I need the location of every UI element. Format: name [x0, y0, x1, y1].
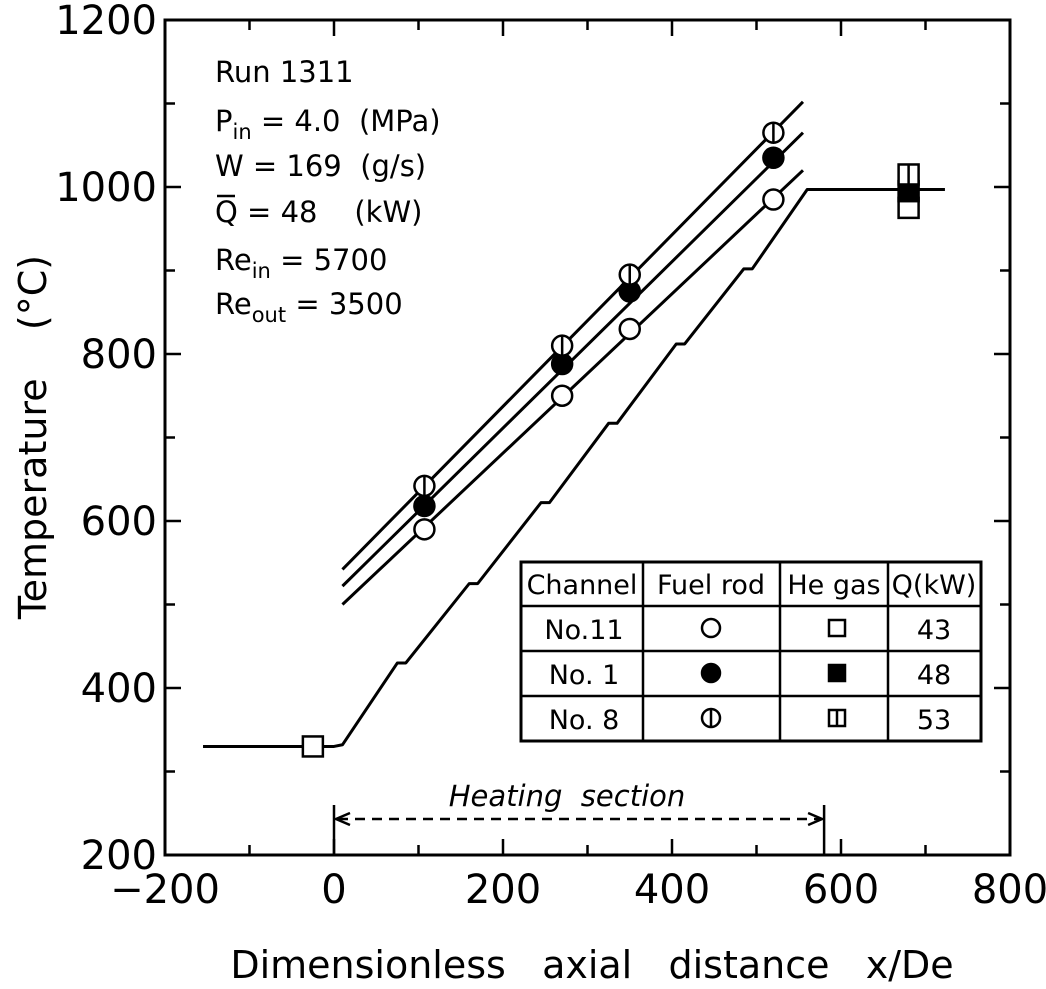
- marker-shape: [827, 663, 847, 683]
- marker-shape: [700, 617, 722, 639]
- legend-table: Channel Fuel rod He gas Q(kW) No.11 No. …: [519, 560, 983, 743]
- legend-header-channel: Channel: [527, 570, 638, 601]
- data-point: [762, 146, 785, 170]
- y-tick-label: 800: [81, 332, 157, 378]
- legend-markers: [700, 617, 847, 729]
- legend-gas-marker: [827, 618, 847, 638]
- legend-fuel-marker: [700, 617, 722, 639]
- marker-shape: [413, 518, 436, 541]
- reout-rest: = 3500: [286, 287, 403, 321]
- x-tick-label: 400: [634, 867, 710, 913]
- y-tick-label: 600: [81, 499, 157, 545]
- x-axis-title: Dimensionless axial distance x/De: [230, 943, 953, 987]
- axis-ticks: [163, 18, 1012, 857]
- pin-label: Pin = 4.0 (MPa): [215, 104, 441, 144]
- reout-main: Re: [215, 287, 252, 321]
- rein-sub: in: [252, 259, 271, 283]
- data-point: [301, 735, 325, 758]
- legend-row-q: 53: [917, 705, 951, 736]
- marker-shape: [301, 735, 325, 758]
- chart-markers: [301, 121, 920, 758]
- data-point: [413, 518, 436, 541]
- legend-gas-marker: [827, 708, 847, 728]
- marker-shape: [762, 146, 785, 170]
- x-tick-label: 200: [465, 867, 541, 913]
- marker-shape: [762, 188, 785, 211]
- data-point: [762, 121, 785, 144]
- axis-tick-labels: −200 0 200 400 600 800 200 400 600 800 1000 1200: [55, 0, 1046, 913]
- legend-gas-marker: [827, 663, 847, 683]
- legend-row-channel: No. 1: [549, 660, 620, 691]
- data-point: [897, 163, 920, 186]
- x-tick-label: 0: [321, 867, 346, 913]
- reout-label: Reout = 3500: [215, 287, 403, 327]
- y-tick-label: 400: [81, 666, 157, 712]
- gas-temperature-line: [203, 188, 945, 748]
- y-axis-title: Temperature (°C): [11, 255, 55, 620]
- legend-row-channel: No. 8: [549, 705, 620, 736]
- y-tick-label: 200: [81, 833, 157, 879]
- marker-shape: [827, 618, 847, 638]
- rein-label: Rein = 5700: [215, 243, 387, 283]
- reout-sub: out: [252, 303, 286, 327]
- data-point: [618, 317, 641, 341]
- heating-arrow-left: [332, 811, 351, 827]
- w-label: W = 169 (g/s): [215, 149, 426, 183]
- x-tick-label: −200: [110, 867, 220, 913]
- marker-shape: [700, 662, 722, 684]
- pin-main: P: [215, 104, 233, 138]
- q-label: Q = 48 (kW): [215, 195, 422, 229]
- heating-section-label: Heating section: [449, 779, 686, 813]
- q-rest: = 48 (kW): [238, 195, 423, 229]
- legend-row-q: 43: [917, 615, 951, 646]
- q-main: Q: [215, 195, 238, 229]
- heating-section-marker: Heating section: [332, 779, 826, 855]
- marker-shape: [550, 384, 574, 407]
- data-point: [550, 334, 574, 357]
- data-point: [413, 494, 436, 518]
- rein-main: Re: [215, 243, 252, 277]
- run-annotation: Run 1311 Pin = 4.0 (MPa) W = 169 (g/s) Q…: [215, 55, 441, 327]
- x-tick-label: 600: [803, 867, 879, 913]
- legend-fuel-marker: [700, 662, 722, 684]
- data-point: [550, 352, 574, 376]
- marker-shape: [550, 352, 574, 376]
- legend-row-channel: No.11: [544, 615, 623, 646]
- heating-arrow-right: [807, 811, 826, 827]
- fuel-rod-fit-line: [341, 169, 805, 606]
- legend-header-fuel: Fuel rod: [657, 570, 765, 601]
- marker-shape: [618, 317, 641, 341]
- y-tick-label: 1000: [55, 165, 157, 211]
- y-tick-label: 1200: [55, 0, 157, 44]
- data-point: [413, 474, 436, 498]
- legend-header-q: Q(kW): [892, 570, 977, 601]
- legend-row-q: 48: [917, 660, 951, 691]
- run-label: Run 1311: [215, 55, 354, 89]
- marker-shape: [413, 494, 436, 518]
- data-point: [762, 188, 785, 211]
- rein-rest: = 5700: [271, 243, 388, 277]
- pin-sub: in: [233, 120, 252, 144]
- pin-rest: = 4.0 (MPa): [252, 104, 441, 138]
- data-point: [618, 263, 641, 286]
- x-tick-label: 800: [972, 867, 1046, 913]
- legend-header-gas: He gas: [787, 570, 880, 601]
- legend-fuel-marker: [700, 707, 722, 729]
- data-point: [550, 384, 574, 407]
